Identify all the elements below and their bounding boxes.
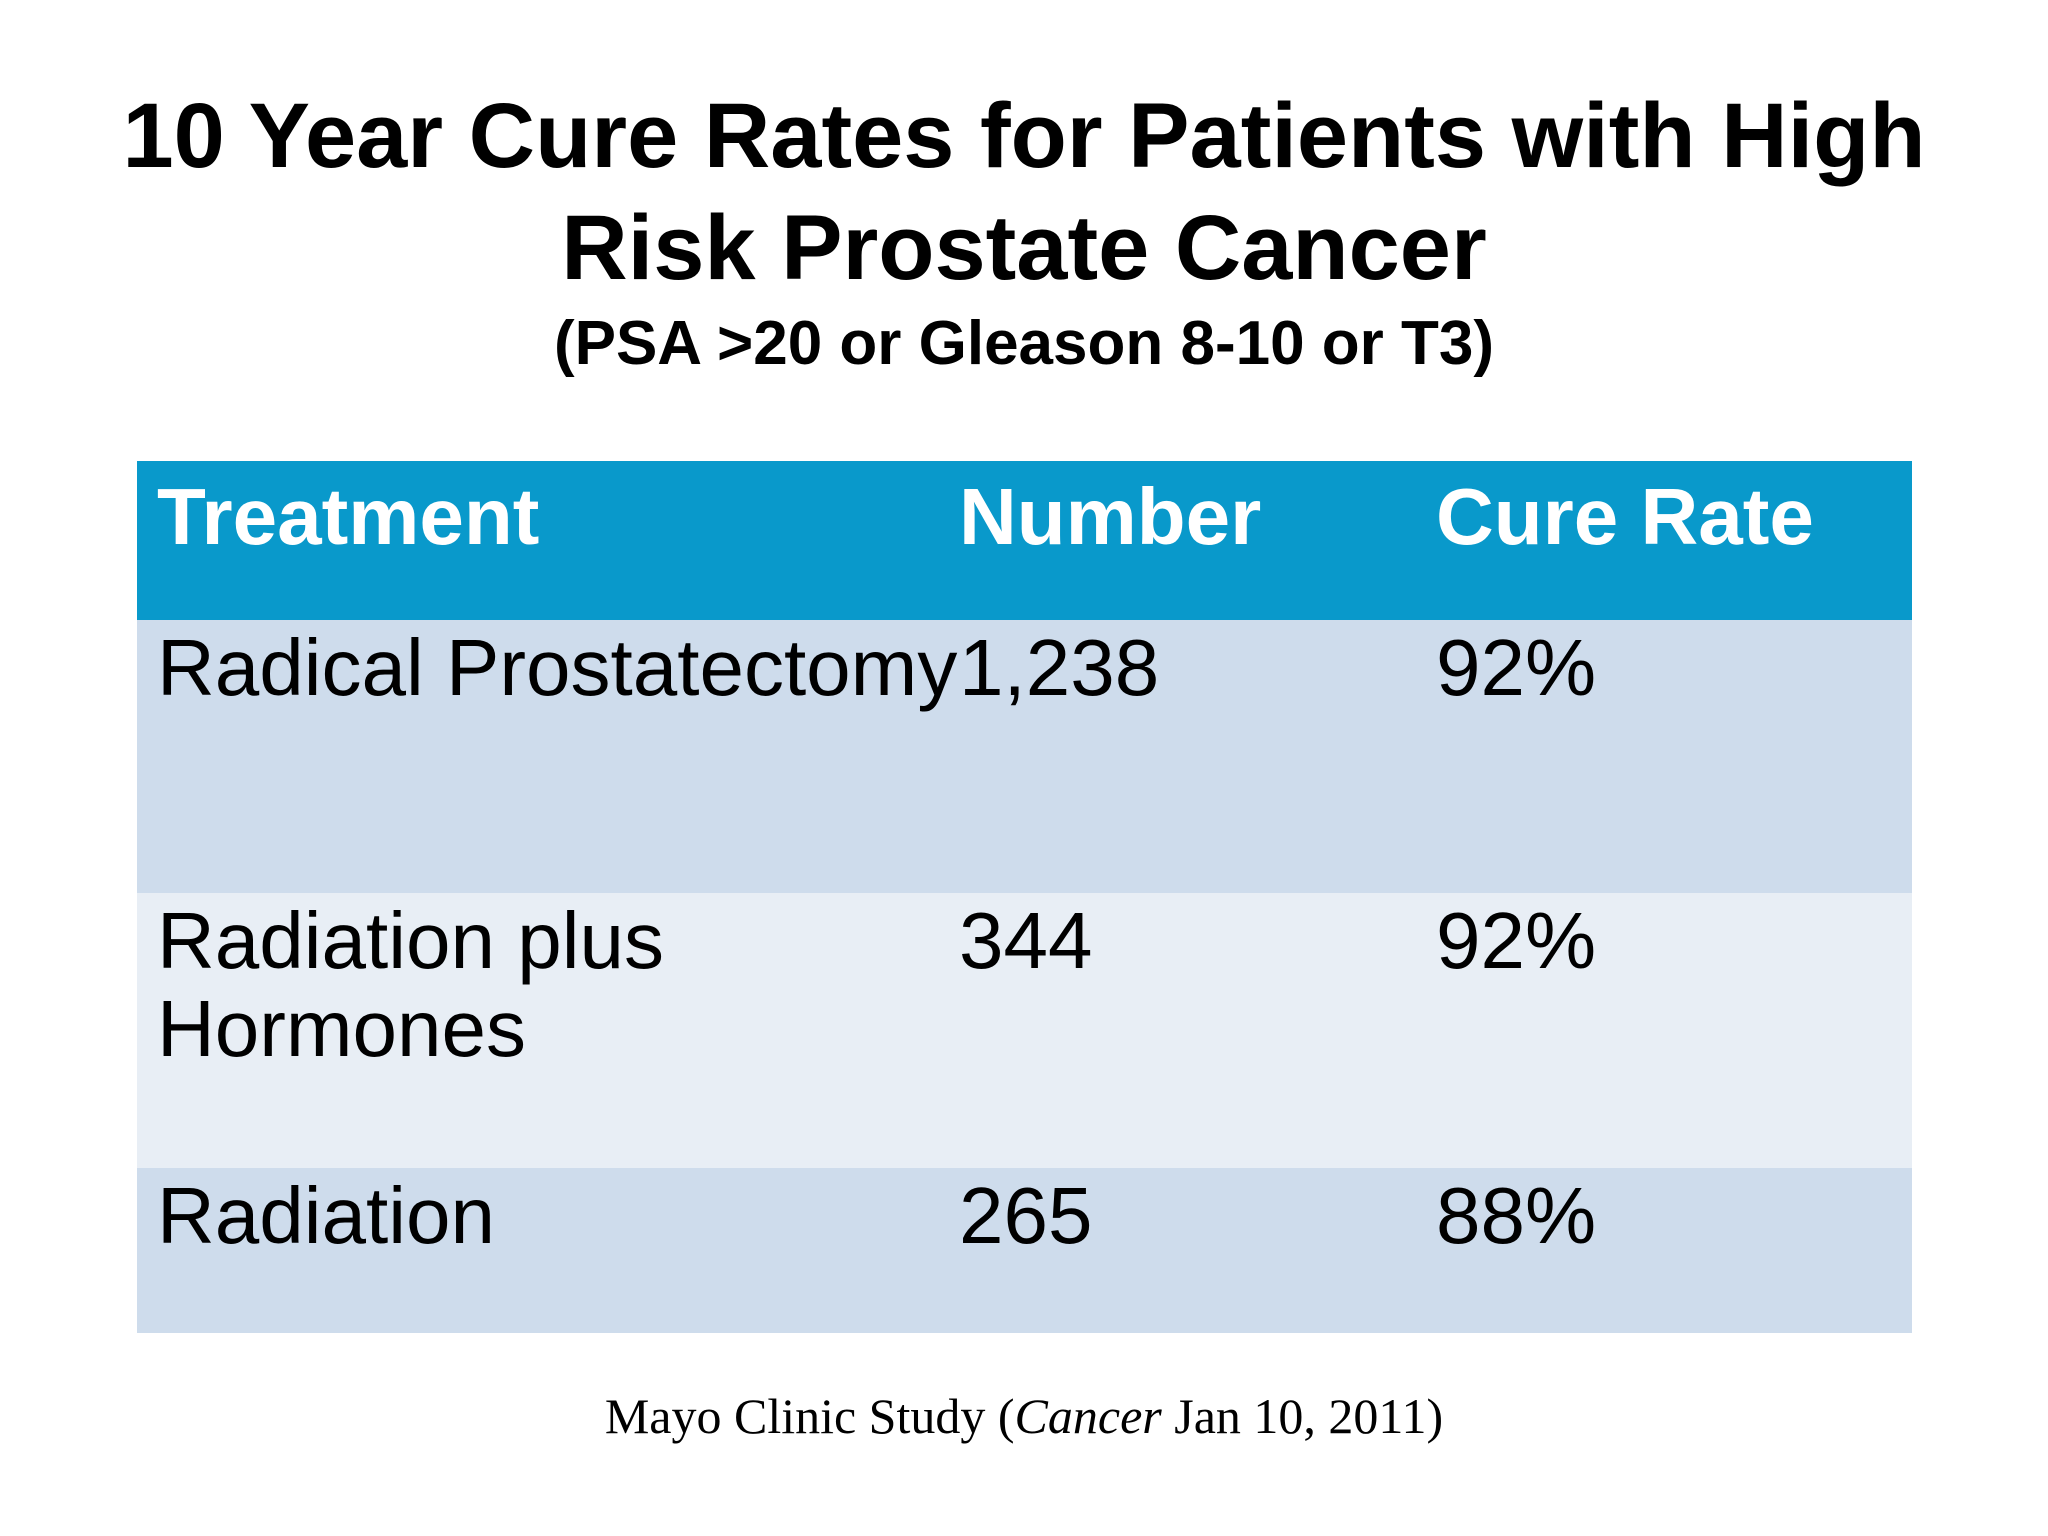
- source-citation-suffix: Jan 10, 2011): [1161, 1388, 1444, 1444]
- cell-cure-rate: 92%: [1436, 620, 1912, 893]
- source-citation-journal: Cancer: [1014, 1388, 1162, 1444]
- slide-subtitle: (PSA >20 or Gleason 8-10 or T3): [553, 309, 1495, 378]
- cell-treatment: Radical Prostatectomy: [137, 620, 959, 893]
- cell-treatment: Radiation plus Hormones: [137, 893, 959, 1168]
- column-header-cure-rate: Cure Rate: [1436, 461, 1912, 620]
- slide-title-line-2: Risk Prostate Cancer: [561, 197, 1487, 299]
- slide-title-line-1: 10 Year Cure Rates for Patients with Hig…: [122, 85, 1926, 187]
- column-header-number: Number: [959, 461, 1436, 620]
- cell-cure-rate: 88%: [1436, 1168, 1912, 1333]
- cell-treatment: Radiation: [137, 1168, 959, 1333]
- slide-header: 10 Year Cure Rates for Patients with Hig…: [0, 80, 2048, 384]
- cure-rates-table: Treatment Number Cure Rate Radical Prost…: [137, 461, 1912, 1333]
- cell-number: 344: [959, 893, 1436, 1168]
- cell-cure-rate: 92%: [1436, 893, 1912, 1168]
- source-citation: Mayo Clinic Study (Cancer Jan 10, 2011): [0, 1385, 2048, 1447]
- slide-title: 10 Year Cure Rates for Patients with Hig…: [0, 80, 2048, 304]
- cell-number: 265: [959, 1168, 1436, 1333]
- source-citation-prefix: Mayo Clinic Study (: [604, 1388, 1015, 1444]
- column-header-treatment: Treatment: [137, 461, 959, 620]
- cell-number: 1,238: [959, 620, 1436, 893]
